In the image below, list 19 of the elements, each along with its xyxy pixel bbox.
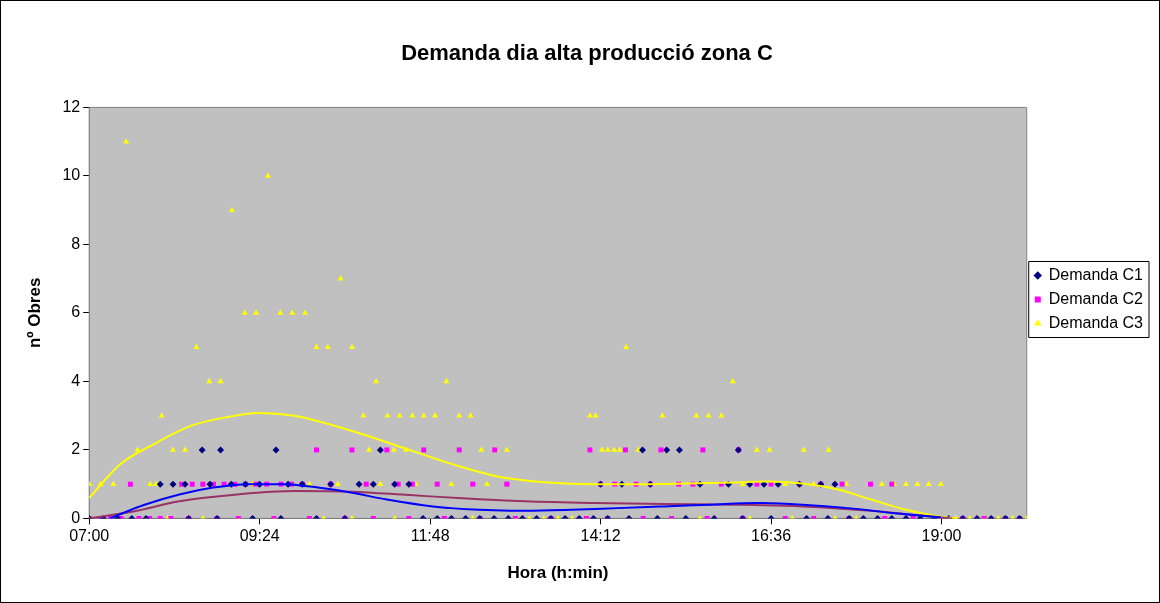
legend-label: Demanda C2 [1048,289,1144,307]
legend-label: Demanda C1 [1048,265,1144,283]
y-tick-label: 10 [62,166,81,184]
y-tick-label: 12 [62,97,81,115]
x-tick-label: 11:48 [410,527,450,545]
x-tick-label: 07:00 [69,527,110,545]
y-tick-label: 8 [71,234,81,252]
y-tick-label: 2 [71,440,81,458]
y-tick-label: 6 [71,303,81,321]
x-tick-label: 19:00 [921,527,962,545]
x-axis-title: Hora (h:min) [507,563,609,583]
y-tick-label: 0 [71,508,81,526]
x-tick-label: 16:36 [751,527,792,545]
x-tick-label: 14:12 [580,527,621,545]
x-tick-label: 09:24 [239,527,280,545]
y-axis-title: nº Obres [24,277,44,349]
chart-title: Demanda dia alta producció zona C [401,40,773,66]
legend-label: Demanda C3 [1048,313,1144,331]
y-tick-label: 4 [71,371,81,389]
